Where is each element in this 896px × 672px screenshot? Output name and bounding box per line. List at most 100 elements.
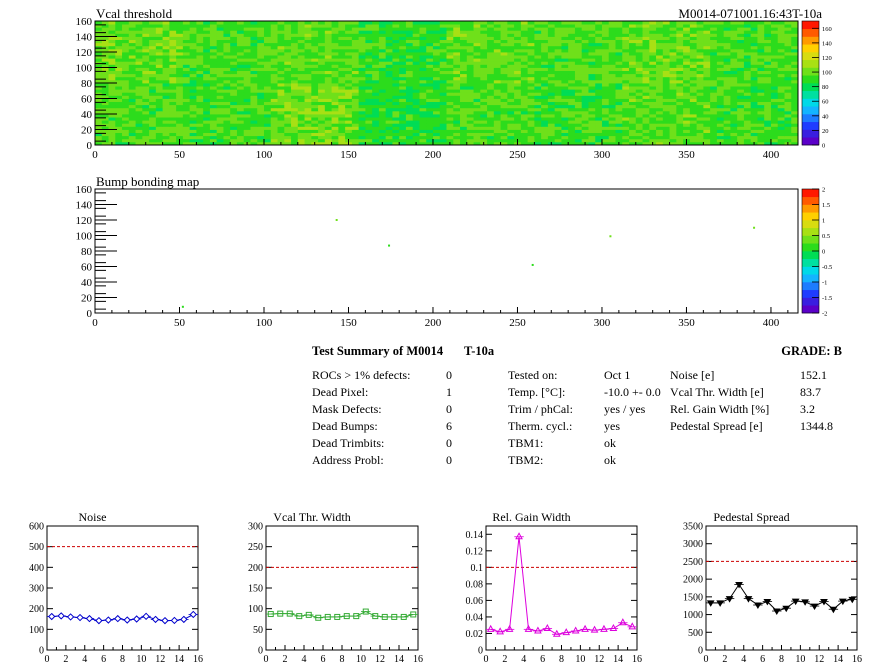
heatmap-cell [561,89,569,93]
heatmap-cell [487,73,495,78]
heatmap-cell [338,107,346,112]
heatmap-cell [108,120,116,124]
heatmap-cell [696,123,704,127]
heatmap-cell [507,76,515,81]
colorbar-tick-label: 0 [822,143,825,150]
heatmap-cell [169,98,177,102]
heatmap-cell [520,30,529,34]
heatmap-cell [358,92,366,96]
heatmap-cell [176,45,184,50]
heatmap-cell [601,79,610,84]
heatmap-cell [635,64,643,68]
heatmap-cell [574,83,583,87]
grade-label: GRADE: B [781,344,842,358]
heatmap-cell [669,98,677,102]
heatmap-cell [514,36,522,40]
heatmap-cell [784,86,792,90]
heatmap-cell [635,58,643,62]
heatmap-cell [737,138,745,143]
heatmap-cell [399,73,407,78]
heatmap-cell [460,73,468,78]
heatmap-cell [568,45,576,50]
heatmap-cell [223,48,231,53]
heatmap-cell [338,27,346,31]
heatmap-cell [656,83,664,87]
heatmap-cell [480,39,488,44]
heatmap-cell [453,110,461,115]
y-tick-label: 0 [478,646,483,657]
heatmap-cell [541,101,549,106]
heatmap-cell [392,123,400,127]
heatmap-cell [236,24,245,28]
heatmap-cell [291,141,299,146]
heatmap-cell [629,114,637,118]
heatmap-cell [351,110,360,115]
heatmap-cell [318,64,326,68]
heatmap-cell [514,135,522,140]
heatmap-cell [683,64,691,68]
heatmap-cell [770,58,779,62]
heatmap-cell [500,76,508,81]
heatmap-cell [135,129,143,133]
heatmap-cell [311,21,319,25]
heatmap-cell [460,138,468,143]
heatmap-cell [162,36,170,40]
heatmap-cell [676,36,684,40]
heatmap-cell [507,117,515,121]
heatmap-cell [230,101,238,106]
heatmap-cell [635,101,643,106]
heatmap-cell [331,27,339,31]
heatmap-cell [122,98,130,102]
heatmap-cell [743,101,752,106]
heatmap-cell [500,135,508,140]
heatmap-cell [331,138,339,143]
heatmap-cell [142,117,150,121]
heatmap-cell [527,64,535,68]
heatmap-cell [385,39,393,44]
heatmap-cell [142,58,150,62]
heatmap-cell [662,24,670,28]
heatmap-cell [710,120,718,124]
heatmap-cell [115,104,123,109]
heatmap-cell [547,86,556,90]
heatmap-cell [209,30,218,34]
heatmap-cell [270,98,278,102]
heatmap-cell [642,135,650,140]
heatmap-cell [338,76,346,81]
heatmap-cell [128,30,136,34]
heatmap-cell [135,27,143,31]
heatmap-cell [351,135,360,140]
heatmap-cell [142,76,150,81]
heatmap-cell [764,86,772,90]
heatmap-cell [419,98,427,102]
plot-title: Pedestal Spread [713,510,789,524]
heatmap-cell [750,101,758,106]
heatmap-cell [723,61,731,65]
heatmap-cell [676,141,684,146]
heatmap-cell [304,95,312,99]
heatmap-cell [216,107,224,112]
heatmap-cell [236,123,245,127]
heatmap-cell [169,110,177,115]
heatmap-cell [385,61,393,65]
heatmap-cell [399,42,407,47]
heatmap-cell [561,45,569,50]
heatmap-cell [696,101,704,106]
heatmap-cell [135,55,143,59]
heatmap-cell [392,95,400,99]
heatmap-cell [534,79,542,84]
heatmap-cell [162,45,170,50]
heatmap-cell [710,24,718,28]
heatmap-cell [439,117,447,121]
x-tick-label: 250 [509,317,526,329]
heatmap-cell [493,45,501,50]
heatmap-cell [574,76,583,81]
heatmap-cell [318,39,326,44]
heatmap-cell [236,138,245,143]
heatmap-cell [257,42,265,47]
heatmap-cell [419,27,427,31]
heatmap-cell [500,21,508,25]
heatmap-cell [250,42,258,47]
heatmap-cell [676,76,684,81]
heatmap-cell [629,70,637,75]
